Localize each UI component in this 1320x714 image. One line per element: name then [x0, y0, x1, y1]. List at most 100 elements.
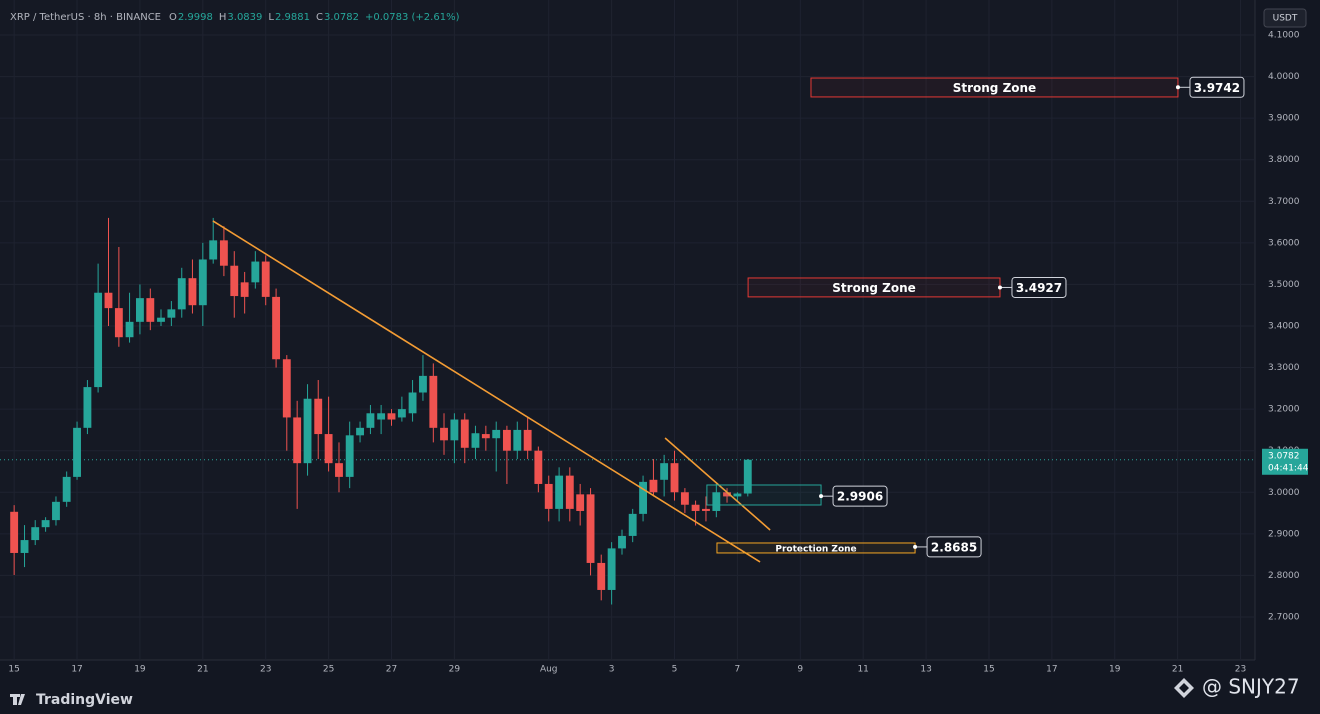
candle-body: [345, 435, 354, 477]
last-price: 3.0782: [1268, 451, 1300, 461]
watermark: @ SNJY27: [1202, 675, 1300, 699]
candle-body: [146, 298, 155, 322]
y-tick-label: 3.2000: [1268, 405, 1300, 415]
ohlc-value: 3.0839: [227, 12, 262, 23]
x-tick-label: 11: [857, 665, 868, 675]
x-tick-label: 5: [672, 665, 678, 675]
candle-body: [188, 278, 197, 306]
x-tick-label: 19: [134, 665, 146, 675]
zone-anchor: [1175, 85, 1180, 90]
watermark-logo: [1174, 678, 1194, 698]
y-tick-label: 2.9000: [1268, 529, 1300, 539]
y-tick-label: 3.4000: [1268, 321, 1300, 331]
y-tick-label: 3.6000: [1268, 238, 1300, 248]
candle-body: [240, 282, 249, 297]
candle-body: [723, 492, 731, 497]
axes: 2.70002.80002.90003.00003.10003.20003.30…: [8, 31, 1308, 675]
candle-body: [492, 429, 501, 439]
candle-body: [733, 493, 742, 497]
y-tick-label: 4.0000: [1268, 72, 1300, 82]
candle-body: [41, 520, 50, 528]
candle-body: [314, 398, 323, 435]
y-tick-label: 3.5000: [1268, 280, 1300, 290]
candle-body: [335, 463, 343, 477]
y-tick-label: 4.1000: [1268, 31, 1300, 41]
x-tick-label: 17: [71, 665, 82, 675]
candle-body: [607, 548, 616, 590]
x-tick-label: 23: [260, 665, 271, 675]
candle-body: [136, 298, 144, 322]
candle-body: [628, 513, 637, 536]
x-tick-label: 21: [197, 665, 208, 675]
candle-body: [230, 265, 239, 297]
candle-body: [198, 259, 207, 306]
candle-body: [523, 429, 532, 451]
zone-label: Protection Zone: [775, 544, 856, 554]
ohlc-label: H: [219, 12, 227, 23]
countdown: 04:41:44: [1268, 463, 1309, 473]
x-tick-label: 25: [323, 665, 334, 675]
candle-body: [460, 419, 469, 448]
candle-body: [565, 475, 574, 509]
candle-body: [219, 240, 228, 266]
candle-body: [261, 261, 270, 297]
candle-body: [377, 413, 386, 420]
candle-body: [387, 413, 396, 420]
candle-body: [691, 504, 700, 511]
candle-body: [366, 413, 375, 428]
candle-body: [660, 463, 669, 480]
ohlc-label: C: [316, 12, 323, 23]
x-tick-label: 7: [735, 665, 741, 675]
candle-body: [597, 562, 606, 590]
candle-body: [157, 317, 165, 322]
x-tick-label: 23: [1235, 665, 1246, 675]
x-tick-label: Aug: [540, 665, 558, 675]
zone-label: Strong Zone: [832, 281, 915, 295]
trendline: [664, 437, 771, 531]
candle-body: [513, 429, 522, 451]
zone-anchor: [997, 285, 1002, 290]
candle-body: [251, 261, 260, 283]
x-tick-label: 13: [920, 665, 931, 675]
x-tick-label: 9: [797, 665, 803, 675]
x-tick-label: 15: [8, 665, 19, 675]
candle-body: [419, 375, 427, 393]
x-tick-label: 3: [609, 665, 615, 675]
candle-body: [272, 296, 281, 360]
candle-body: [670, 463, 679, 493]
candle-body: [52, 501, 60, 521]
candle-body: [94, 292, 103, 388]
candle-body: [680, 492, 689, 505]
candle-body: [618, 535, 626, 549]
zone-label: Strong Zone: [953, 81, 1036, 95]
y-tick-label: 2.8000: [1268, 571, 1300, 581]
candle-body: [20, 540, 29, 553]
candle-body: [586, 494, 595, 563]
x-tick-label: 29: [449, 665, 461, 675]
candle-body: [534, 450, 543, 484]
zone-price-box: [1011, 276, 1067, 298]
zone-price: 3.9742: [1194, 81, 1240, 95]
candle-body: [324, 434, 333, 464]
header: XRP / TetherUS · 8h · BINANCE O 2.9998 H 3.…: [10, 12, 460, 23]
zone: [706, 484, 822, 506]
candle-body: [639, 481, 647, 514]
candle-body: [649, 479, 658, 493]
y-tick-label: 3.3000: [1268, 363, 1300, 373]
ohlc-label: L: [268, 12, 274, 23]
plot-area: [0, 0, 1255, 660]
ohlc-value: 2.9881: [275, 12, 310, 23]
candle-body: [702, 508, 710, 511]
zone-anchor: [819, 494, 824, 499]
plot: Strong Zone 3.9742 Strong Zone 3.4927 2.9906…: [0, 76, 1255, 605]
x-tick-label: 19: [1109, 665, 1121, 675]
brand: TradingView: [36, 692, 133, 708]
zone-price-box: [832, 485, 888, 507]
ohlc-value: 3.0782: [324, 12, 359, 23]
candle-body: [440, 427, 448, 441]
zone-anchor: [913, 544, 918, 549]
candle-body: [73, 427, 81, 477]
candle-body: [450, 419, 459, 441]
candle-body: [209, 240, 218, 260]
candle-body: [282, 359, 291, 418]
